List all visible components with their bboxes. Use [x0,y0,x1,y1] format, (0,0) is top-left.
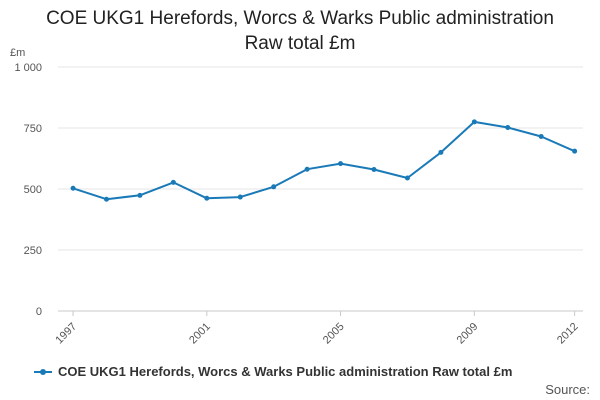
x-tick-label: 2012 [555,321,581,347]
data-point[interactable] [304,166,310,172]
data-point[interactable] [70,185,76,191]
y-tick-label: 1 000 [14,62,42,74]
data-point[interactable] [438,149,444,155]
x-tick-label: 1997 [53,321,79,347]
data-point[interactable] [471,119,477,125]
y-tick-label: 0 [36,306,42,318]
series-line [72,120,576,201]
series-layer [70,119,578,202]
data-point[interactable] [103,196,109,202]
x-tick-label: 2001 [187,321,213,347]
legend-label: COE UKG1 Herefords, Worcs & Warks Public… [58,364,513,379]
data-point[interactable] [271,184,277,190]
data-point[interactable] [404,175,410,181]
x-tick-label: 2009 [455,321,481,347]
source-label: Source: [545,382,590,397]
axes: 0 250 500 750 1 000 1997 2001 2005 2009 2012 [14,62,580,346]
data-point[interactable] [572,148,578,154]
legend-line-marker-icon [34,367,52,377]
data-point[interactable] [371,166,377,172]
data-point[interactable] [170,179,176,185]
y-tick-label: 500 [24,184,42,196]
x-tick-label: 2005 [321,321,347,347]
data-point[interactable] [204,195,210,201]
gridlines [58,66,583,312]
chart-title: COE UKG1 Herefords, Worcs & Warks Public… [0,6,600,56]
chart-title-line2: Raw total £m [244,33,356,54]
data-point[interactable] [237,194,243,200]
data-point[interactable] [137,192,143,198]
legend[interactable]: COE UKG1 Herefords, Worcs & Warks Public… [34,364,512,379]
data-point[interactable] [505,125,511,131]
chart-title-line1: COE UKG1 Herefords, Worcs & Warks Public… [46,8,554,29]
y-axis-unit-label: £m [10,47,25,59]
data-point[interactable] [538,134,544,140]
y-tick-label: 250 [24,245,42,257]
data-point[interactable] [338,161,344,167]
y-tick-label: 750 [24,123,42,135]
